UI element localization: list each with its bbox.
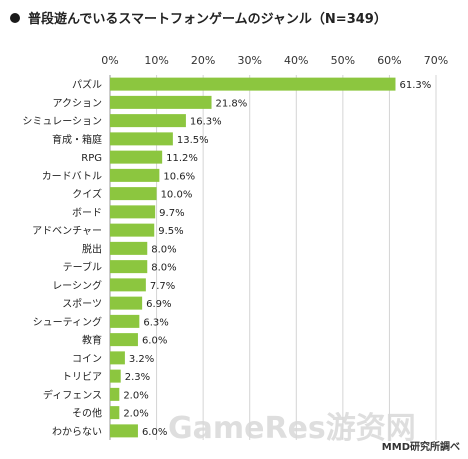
bar xyxy=(110,205,156,219)
category-label: テーブル xyxy=(63,261,102,274)
chart-title-row: 普段遊んでいるスマートフォンゲームのジャンル（N=349） xyxy=(10,8,387,27)
category-label: ボード xyxy=(72,207,102,219)
bars xyxy=(110,77,396,438)
value-label: 10.0% xyxy=(161,190,193,201)
bar xyxy=(110,187,157,201)
bar xyxy=(110,260,148,274)
source-credit: MMD研究所調べ xyxy=(381,442,460,453)
bar xyxy=(110,95,212,109)
x-axis-ticks: 0% 10% 20% 30% 40% 50% 60% 70% xyxy=(101,54,448,67)
value-label: 8.0% xyxy=(151,263,176,274)
category-label: RPG xyxy=(81,153,102,164)
value-label: 9.7% xyxy=(159,208,184,219)
category-label: シューティング xyxy=(33,315,102,328)
category-label: アドベンチャー xyxy=(32,225,102,237)
x-tick-label: 60% xyxy=(377,54,401,67)
bullet-icon xyxy=(10,12,20,23)
value-labels: 61.3% 21.8% 16.3% 13.5% 11.2% 10.6% 10.0% 9.7% 9… xyxy=(123,80,431,438)
bar xyxy=(110,387,120,401)
watermark: GameRes游资网 xyxy=(168,411,416,446)
category-label: 教育 xyxy=(82,334,102,347)
bar xyxy=(110,333,138,347)
value-label: 3.2% xyxy=(129,354,154,365)
value-label: 2.3% xyxy=(125,372,150,383)
value-label: 2.0% xyxy=(123,409,148,420)
x-tick-label: 70% xyxy=(424,54,448,67)
x-tick-label: 50% xyxy=(331,54,355,67)
value-label: 8.0% xyxy=(151,244,176,255)
value-label: 6.0% xyxy=(142,427,167,438)
value-label: 11.2% xyxy=(166,153,198,164)
category-label: トリビア xyxy=(62,371,102,383)
bar xyxy=(110,351,125,365)
x-tick-label: 40% xyxy=(284,54,308,67)
category-label: レーシング xyxy=(52,279,102,292)
category-label: パズル xyxy=(72,78,102,91)
bar xyxy=(110,278,146,292)
category-label: ディフェンス xyxy=(43,388,102,401)
category-label: カードバトル xyxy=(42,170,102,182)
value-label: 61.3% xyxy=(399,80,431,91)
bar xyxy=(110,150,163,164)
value-label: 7.7% xyxy=(150,281,175,292)
bar xyxy=(110,223,155,237)
category-label: 育成・箱庭 xyxy=(52,133,102,146)
category-label: スポーツ xyxy=(62,298,102,310)
x-tick-label: 30% xyxy=(237,54,261,67)
bar xyxy=(110,296,143,310)
value-label: 9.5% xyxy=(158,226,183,237)
value-label: 21.8% xyxy=(216,98,248,109)
category-label: クイズ xyxy=(72,188,102,201)
bar xyxy=(110,369,121,383)
bar xyxy=(110,241,148,255)
category-label: コイン xyxy=(72,354,102,365)
value-label: 16.3% xyxy=(190,117,222,128)
bar xyxy=(110,114,186,128)
x-tick-label: 0% xyxy=(101,54,118,67)
category-label: わからない xyxy=(52,426,102,438)
grid-lines xyxy=(109,75,437,440)
x-tick-label: 20% xyxy=(191,54,215,67)
chart-title: 普段遊んでいるスマートフォンゲームのジャンル（N=349） xyxy=(28,12,387,27)
bar xyxy=(110,132,173,146)
category-label: 脱出 xyxy=(82,242,102,255)
bar xyxy=(110,424,138,438)
category-label: その他 xyxy=(72,407,102,420)
bar xyxy=(110,77,396,91)
value-label: 6.9% xyxy=(146,299,171,310)
bar xyxy=(110,168,160,182)
category-label: アクション xyxy=(53,97,103,109)
value-label: 2.0% xyxy=(123,390,148,401)
value-label: 6.0% xyxy=(142,336,167,347)
bar xyxy=(110,314,140,328)
x-tick-label: 10% xyxy=(144,54,168,67)
category-label: シミュレーション xyxy=(22,117,102,128)
bar xyxy=(110,406,120,420)
value-label: 6.3% xyxy=(143,317,168,328)
value-label: 13.5% xyxy=(177,135,209,146)
value-label: 10.6% xyxy=(163,171,195,182)
